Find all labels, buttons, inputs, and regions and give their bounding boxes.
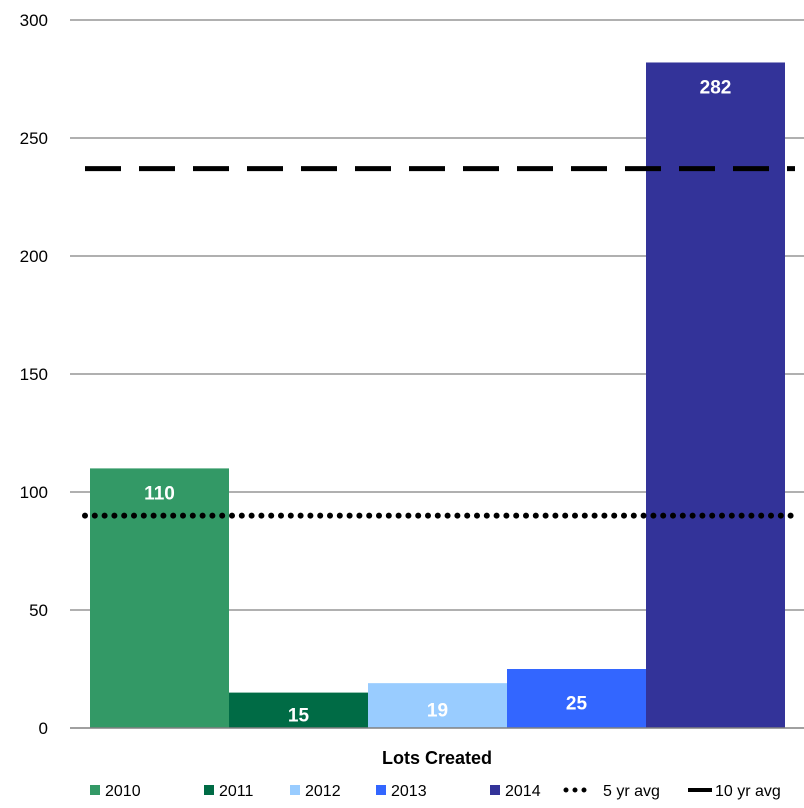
legend-label-2010: 2010 [105, 783, 141, 800]
data-label-2014: 282 [700, 77, 732, 98]
legend: 2010 2011 2012 2013 2014 5 yr avg 10 yr avg [90, 783, 781, 800]
legend-swatch-2014 [490, 785, 500, 795]
data-label-2011: 15 [288, 705, 310, 726]
legend-label-10yr-avg: 10 yr avg [715, 783, 781, 800]
y-tick-label: 300 [20, 11, 48, 30]
data-label-2012: 19 [427, 701, 448, 722]
y-tick-label: 150 [20, 365, 48, 384]
reference-lines [82, 166, 798, 519]
bar-2011 [229, 692, 368, 728]
legend-swatch-2013 [376, 785, 386, 795]
legend-label-2013: 2013 [391, 783, 427, 800]
bar-2014 [646, 62, 785, 729]
y-tick-label: 200 [20, 247, 48, 266]
bar-2012 [368, 683, 507, 728]
data-labels: 110 15 19 25 282 [144, 77, 731, 726]
legend-label-2014: 2014 [505, 783, 541, 800]
data-label-2013: 25 [566, 694, 588, 715]
legend-swatch-2012 [290, 785, 300, 795]
bar-2013 [507, 669, 646, 728]
bars [90, 62, 785, 729]
y-tick-label: 100 [20, 483, 48, 502]
bar-2010 [90, 468, 229, 728]
y-axis-tick-labels: 0 50 100 150 200 250 300 [20, 11, 48, 738]
data-label-2010: 110 [144, 483, 175, 504]
legend-label-2011: 2011 [219, 783, 254, 800]
legend-label-5yr-avg: 5 yr avg [603, 783, 660, 800]
x-axis-label: Lots Created [382, 748, 492, 768]
y-tick-label: 250 [20, 129, 48, 148]
y-tick-label: 0 [39, 719, 48, 738]
legend-swatch-2010 [90, 785, 100, 795]
legend-label-2012: 2012 [305, 783, 341, 800]
legend-swatch-2011 [204, 785, 214, 795]
y-tick-label: 50 [29, 601, 48, 620]
